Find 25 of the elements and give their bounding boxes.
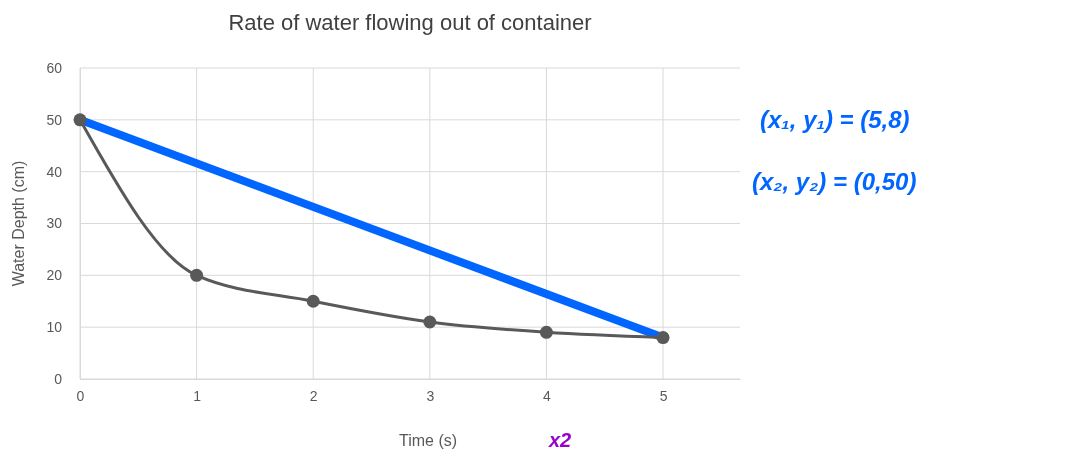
x-tick-label: 2 — [309, 387, 318, 404]
point — [423, 315, 437, 329]
point — [539, 325, 553, 339]
chart-title: Rate of water flowing out of container — [228, 10, 592, 35]
y-tick-label: 40 — [46, 163, 63, 180]
point — [73, 113, 87, 127]
y-tick-label: 0 — [54, 370, 63, 387]
x-tick-label: 4 — [543, 387, 552, 404]
y-tick-label: 30 — [46, 215, 63, 232]
text: (x₂, y₂) = (0,50) — [752, 168, 917, 195]
x-tick-label: 3 — [426, 387, 435, 404]
y-tick-label: 20 — [46, 267, 63, 284]
text: (x₁, y₁) = (5,8) — [760, 106, 910, 133]
x-tick-label: 1 — [193, 387, 202, 404]
y-tick-label: 50 — [46, 111, 63, 128]
point — [190, 268, 204, 282]
x-tick-label: 5 — [659, 387, 668, 404]
point — [656, 331, 670, 345]
x-axis-title: Time (s) — [398, 432, 458, 449]
y-axis-title: Water Depth (cm) — [10, 160, 27, 287]
y-tick-label: 60 — [46, 59, 63, 76]
text: x2 — [547, 429, 572, 451]
y-tick-label: 10 — [46, 319, 63, 336]
x-tick-label: 0 — [76, 387, 85, 404]
point — [306, 294, 320, 308]
